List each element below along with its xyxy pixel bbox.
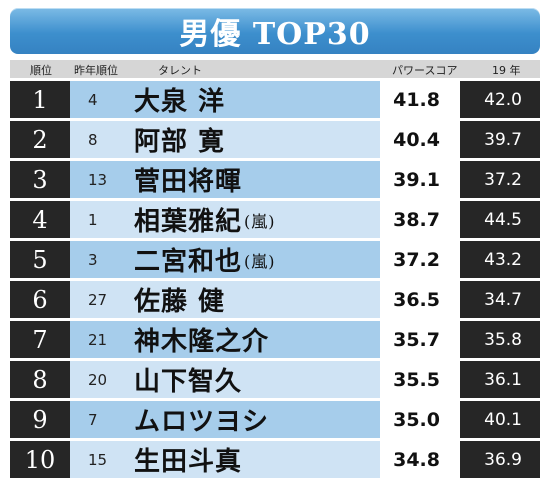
table-row: 4 1 相葉雅紀 (嵐) 38.7 44.5 xyxy=(10,201,540,238)
table-row: 6 27 佐藤 健 36.5 34.7 xyxy=(10,281,540,318)
power-score-cell: 36.5 xyxy=(380,281,460,318)
power-score-cell: 40.4 xyxy=(380,121,460,158)
table-row: 1 4 大泉 洋 41.8 42.0 xyxy=(10,81,540,118)
last-year-cell: 42.0 xyxy=(460,81,540,118)
talent-name: 阿部 寛 xyxy=(120,121,380,158)
rank-cell: 6 xyxy=(10,281,70,318)
talent-name: 神木隆之介 xyxy=(120,321,380,358)
table-header: 順位 昨年順位 タレント パワースコア 19 年 xyxy=(10,60,540,78)
title-banner: 男優 TOP30 xyxy=(10,8,540,54)
header-rank: 順位 xyxy=(30,64,52,77)
talent-area: 27 佐藤 健 xyxy=(70,281,380,318)
last-year-cell: 36.9 xyxy=(460,441,540,478)
prev-rank-cell: 21 xyxy=(88,330,108,349)
talent-name-text: 生田斗真 xyxy=(134,447,243,477)
talent-name: ムロツヨシ xyxy=(120,401,380,438)
rank-cell: 2 xyxy=(10,121,70,158)
last-year-cell: 34.7 xyxy=(460,281,540,318)
power-score-cell: 38.7 xyxy=(380,201,460,238)
table-row: 7 21 神木隆之介 35.7 35.8 xyxy=(10,321,540,358)
talent-name: 菅田将暉 xyxy=(120,161,380,198)
prev-rank-cell: 8 xyxy=(88,130,98,149)
rank-cell: 5 xyxy=(10,241,70,278)
talent-area: 8 阿部 寛 xyxy=(70,121,380,158)
talent-area: 13 菅田将暉 xyxy=(70,161,380,198)
last-year-cell: 36.1 xyxy=(460,361,540,398)
talent-name-text: 二宮和也 xyxy=(134,247,243,277)
prev-rank-cell: 20 xyxy=(88,370,108,389)
prev-rank-cell: 13 xyxy=(88,170,108,189)
table-row: 8 20 山下智久 35.5 36.1 xyxy=(10,361,540,398)
talent-area: 15 生田斗真 xyxy=(70,441,380,478)
talent-area: 7 ムロツヨシ xyxy=(70,401,380,438)
talent-name-text: 大泉 洋 xyxy=(134,87,226,117)
page-title: 男優 TOP30 xyxy=(179,17,371,52)
talent-name-text: 佐藤 健 xyxy=(134,287,226,317)
last-year-cell: 37.2 xyxy=(460,161,540,198)
rank-cell: 9 xyxy=(10,401,70,438)
talent-area: 4 大泉 洋 xyxy=(70,81,380,118)
talent-name-text: 阿部 寛 xyxy=(134,127,226,157)
rank-cell: 4 xyxy=(10,201,70,238)
talent-name: 相葉雅紀 (嵐) xyxy=(120,201,380,238)
rank-cell: 7 xyxy=(10,321,70,358)
prev-rank-cell: 15 xyxy=(88,450,108,469)
power-score-cell: 35.7 xyxy=(380,321,460,358)
last-year-cell: 35.8 xyxy=(460,321,540,358)
rank-cell: 10 xyxy=(10,441,70,478)
talent-name-text: ムロツヨシ xyxy=(134,407,270,437)
power-score-cell: 35.0 xyxy=(380,401,460,438)
header-talent: タレント xyxy=(158,64,202,77)
table-row: 10 15 生田斗真 34.8 36.9 xyxy=(10,441,540,478)
talent-area: 1 相葉雅紀 (嵐) xyxy=(70,201,380,238)
power-score-cell: 41.8 xyxy=(380,81,460,118)
table-row: 5 3 二宮和也 (嵐) 37.2 43.2 xyxy=(10,241,540,278)
last-year-cell: 44.5 xyxy=(460,201,540,238)
header-power-score: パワースコア xyxy=(392,64,458,77)
power-score-cell: 34.8 xyxy=(380,441,460,478)
talent-name: 佐藤 健 xyxy=(120,281,380,318)
talent-name: 大泉 洋 xyxy=(120,81,380,118)
prev-rank-cell: 27 xyxy=(88,290,108,309)
rank-cell: 1 xyxy=(10,81,70,118)
ranking-table: 1 4 大泉 洋 41.8 42.0 2 8 阿部 寛 40.4 39.7 3 … xyxy=(10,81,540,481)
talent-group: (嵐) xyxy=(244,211,276,231)
talent-area: 20 山下智久 xyxy=(70,361,380,398)
power-score-cell: 37.2 xyxy=(380,241,460,278)
last-year-cell: 43.2 xyxy=(460,241,540,278)
rank-cell: 3 xyxy=(10,161,70,198)
table-row: 9 7 ムロツヨシ 35.0 40.1 xyxy=(10,401,540,438)
last-year-cell: 39.7 xyxy=(460,121,540,158)
prev-rank-cell: 1 xyxy=(88,210,98,229)
talent-name: 山下智久 xyxy=(120,361,380,398)
table-row: 2 8 阿部 寛 40.4 39.7 xyxy=(10,121,540,158)
talent-area: 21 神木隆之介 xyxy=(70,321,380,358)
talent-area: 3 二宮和也 (嵐) xyxy=(70,241,380,278)
talent-name: 生田斗真 xyxy=(120,441,380,478)
talent-name-text: 菅田将暉 xyxy=(134,167,243,197)
talent-name-text: 神木隆之介 xyxy=(134,327,270,357)
prev-rank-cell: 3 xyxy=(88,250,98,269)
power-score-cell: 35.5 xyxy=(380,361,460,398)
header-prev-rank: 昨年順位 xyxy=(74,64,118,77)
prev-rank-cell: 4 xyxy=(88,90,98,109)
last-year-cell: 40.1 xyxy=(460,401,540,438)
talent-name-text: 山下智久 xyxy=(134,367,243,397)
talent-name-text: 相葉雅紀 xyxy=(134,207,243,237)
talent-name: 二宮和也 (嵐) xyxy=(120,241,380,278)
talent-group: (嵐) xyxy=(244,251,276,271)
rank-cell: 8 xyxy=(10,361,70,398)
prev-rank-cell: 7 xyxy=(88,410,98,429)
table-row: 3 13 菅田将暉 39.1 37.2 xyxy=(10,161,540,198)
power-score-cell: 39.1 xyxy=(380,161,460,198)
header-last-year: 19 年 xyxy=(492,64,521,77)
